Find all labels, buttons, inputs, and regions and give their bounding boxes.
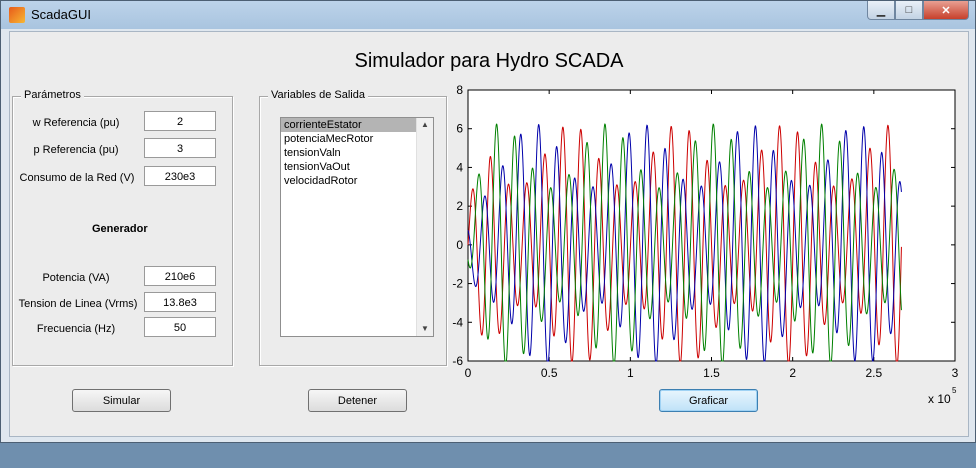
x-tick-label: 0.5 <box>541 366 558 380</box>
y-tick-label: 2 <box>456 199 463 213</box>
scroll-up-icon[interactable]: ▲ <box>421 120 429 129</box>
y-tick-label: -4 <box>452 315 463 329</box>
series-line <box>467 123 902 362</box>
series-line <box>467 124 902 362</box>
variables-listbox[interactable]: corrienteEstator potenciaMecRotor tensionV… <box>280 117 434 337</box>
parametros-panel-title: Parámetros <box>21 89 84 101</box>
w-referencia-input[interactable]: 2 <box>144 111 216 131</box>
close-icon: ✕ <box>941 4 951 17</box>
y-tick-label: 0 <box>456 238 463 252</box>
frecuencia-input[interactable]: 50 <box>144 317 216 337</box>
x-tick-label: 1.5 <box>703 366 720 380</box>
p-referencia-input[interactable]: 3 <box>144 138 216 158</box>
listbox-scrollbar[interactable]: ▲ ▼ <box>416 118 433 336</box>
consumo-red-input[interactable]: 230e3 <box>144 166 216 186</box>
consumo-red-label: Consumo de la Red (V) <box>19 172 135 184</box>
variables-salida-title: Variables de Salida <box>268 89 368 101</box>
app-window: ScadaGUI ▁ □ ✕ Simulador para Hydro SCAD… <box>0 0 976 443</box>
series-line <box>467 123 902 362</box>
y-tick-label: -2 <box>452 277 463 291</box>
scroll-down-icon[interactable]: ▼ <box>421 324 429 333</box>
w-referencia-label: w Referencia (pu) <box>32 117 120 129</box>
matlab-app-icon <box>9 7 25 23</box>
page-title: Simulador para Hydro SCADA <box>354 50 624 72</box>
tension-linea-input[interactable]: 13.8e3 <box>144 292 216 312</box>
plot-axes[interactable]: 8 6 4 2 0 -2 -4 -6 0 0.5 1 1.5 2 2.5 3 x 10 5 <box>440 83 958 468</box>
x-tick-label: 0 <box>465 366 472 380</box>
potencia-input[interactable]: 210e6 <box>144 266 216 286</box>
list-item[interactable]: tensionValn <box>284 147 341 159</box>
y-tick-label: -6 <box>452 354 463 368</box>
frecuencia-label: Frecuencia (Hz) <box>36 323 116 335</box>
parametros-panel: Parámetros w Referencia (pu) 2 p Referen… <box>12 89 233 366</box>
minimize-button[interactable]: ▁ <box>867 1 895 20</box>
y-tick-label: 6 <box>456 122 463 136</box>
p-referencia-label: p Referencia (pu) <box>33 144 119 156</box>
x-exponent-base: x 10 <box>928 392 951 406</box>
x-tick-label: 2 <box>789 366 796 380</box>
y-tick-label: 8 <box>456 83 463 97</box>
tension-linea-label: Tension de Linea (Vrms) <box>18 298 138 310</box>
potencia-label: Potencia (VA) <box>42 272 110 284</box>
title-bar[interactable]: ScadaGUI ▁ □ ✕ <box>1 1 975 29</box>
generador-heading: Generador <box>92 223 148 235</box>
figure-area: Simulador para Hydro SCADA Parámetros w … <box>9 31 969 437</box>
minimize-icon: ▁ <box>876 4 886 17</box>
detener-button[interactable]: Detener <box>308 389 407 412</box>
y-tick-label: 4 <box>456 160 463 174</box>
x-exponent-power: 5 <box>952 386 957 395</box>
x-tick-label: 3 <box>952 366 959 380</box>
list-item[interactable]: tensionVaOut <box>284 161 350 173</box>
close-button[interactable]: ✕ <box>923 1 969 20</box>
x-tick-label: 1 <box>627 366 634 380</box>
list-item[interactable]: corrienteEstator <box>281 118 417 132</box>
graficar-button[interactable]: Graficar <box>659 389 758 412</box>
simular-button[interactable]: Simular <box>72 389 171 412</box>
window-title: ScadaGUI <box>31 7 91 22</box>
x-tick-label: 2.5 <box>865 366 882 380</box>
maximize-icon: □ <box>905 4 913 16</box>
list-item[interactable]: velocidadRotor <box>284 175 358 187</box>
variables-salida-panel: Variables de Salida corrienteEstator pote… <box>259 89 447 366</box>
maximize-button[interactable]: □ <box>895 1 923 20</box>
list-item[interactable]: potenciaMecRotor <box>284 133 374 145</box>
